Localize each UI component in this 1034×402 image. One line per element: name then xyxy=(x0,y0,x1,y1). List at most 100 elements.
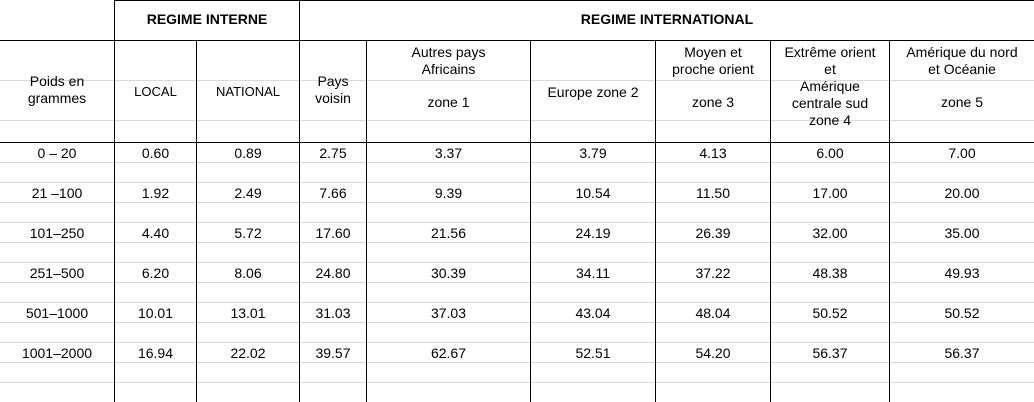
cell-zone-5: 7.00 xyxy=(948,145,976,161)
header-national: NATIONAL xyxy=(215,84,281,99)
table-top-border xyxy=(114,0,1034,1)
cell-zone-2: 24.19 xyxy=(575,225,611,241)
header-pays-voisin-line: Pays xyxy=(317,73,349,89)
column-border xyxy=(655,40,656,402)
subheader-gridline xyxy=(0,120,1034,121)
cell-zone-4: 17.00 xyxy=(812,185,848,201)
cell-local: 6.20 xyxy=(141,265,170,281)
cell-zone-1: 30.39 xyxy=(430,265,467,281)
cell-zone-5: 56.37 xyxy=(944,345,980,361)
cell-national: 22.02 xyxy=(230,345,266,361)
header-extreme-line: et xyxy=(824,61,836,77)
cell-local: 1.92 xyxy=(141,185,170,201)
cell-zone-3: 11.50 xyxy=(696,185,730,201)
header-zone-3: zone 3 xyxy=(691,94,735,110)
row-gridline xyxy=(0,182,1034,183)
row-gridline xyxy=(0,382,1034,383)
row-gridline xyxy=(0,262,1034,263)
cell-national: 13.01 xyxy=(230,305,266,321)
row-gridline xyxy=(0,202,1034,203)
cell-zone-4: 32.00 xyxy=(812,225,848,241)
cell-zone-5: 49.93 xyxy=(944,265,980,281)
cell-pays-voisin: 2.75 xyxy=(319,145,347,161)
column-border xyxy=(889,40,890,402)
header-moyen-orient: Moyen et proche orient xyxy=(656,44,770,78)
group-header-interne: REGIME INTERNE xyxy=(146,11,268,27)
cell-zone-4: 50.52 xyxy=(812,305,848,321)
column-border xyxy=(530,40,531,402)
cell-pays-voisin: 31.03 xyxy=(315,305,351,321)
header-group-divider xyxy=(0,40,1034,41)
cell-zone-5: 35.00 xyxy=(944,225,980,241)
cell-zone-5: 20.00 xyxy=(944,185,980,201)
cell-zone-1: 9.39 xyxy=(434,185,463,201)
header-zone-5: zone 5 xyxy=(940,94,984,110)
row-gridline xyxy=(0,322,1034,323)
cell-zone-3: 4.13 xyxy=(699,145,727,161)
cell-national: 0.89 xyxy=(234,145,262,161)
cell-zone-3: 26.39 xyxy=(695,225,731,241)
header-extreme-line: Amérique xyxy=(800,78,860,94)
cell-zone-2: 43.04 xyxy=(575,305,611,321)
subheader-gridline xyxy=(0,80,1034,81)
header-poids-line: grammes xyxy=(27,90,87,106)
cell-zone-3: 48.04 xyxy=(695,305,731,321)
cell-pays-voisin: 39.57 xyxy=(315,345,351,361)
cell-zone-2: 52.51 xyxy=(575,345,611,361)
cell-zone-4: 48.38 xyxy=(812,265,848,281)
cell-national: 5.72 xyxy=(234,225,262,241)
header-autres-line: Autres pays xyxy=(411,44,486,60)
cell-poids: 0 – 20 xyxy=(37,145,77,161)
cell-zone-2: 10.54 xyxy=(575,185,611,201)
cell-zone-4: 56.37 xyxy=(812,345,848,361)
cell-local: 16.94 xyxy=(137,345,174,361)
row-gridline xyxy=(0,242,1034,243)
cell-national: 8.06 xyxy=(234,265,262,281)
cell-zone-5: 50.52 xyxy=(944,305,980,321)
cell-zone-1: 37.03 xyxy=(430,305,467,321)
cell-zone-3: 54.20 xyxy=(695,345,731,361)
column-border xyxy=(366,40,367,402)
header-autres-pays: Autres pays Africains xyxy=(367,44,530,78)
cell-zone-1: 21.56 xyxy=(430,225,467,241)
header-amerique-line: Amérique du nord xyxy=(906,44,1018,60)
cell-poids: 251–500 xyxy=(29,265,85,281)
header-poids-line: Poids en xyxy=(29,73,85,89)
cell-poids: 101–250 xyxy=(29,225,85,241)
cell-zone-1: 62.67 xyxy=(430,345,467,361)
header-extreme-line: centrale sud xyxy=(791,95,869,111)
header-local: LOCAL xyxy=(134,84,177,99)
row-gridline xyxy=(0,362,1034,363)
cell-local: 10.01 xyxy=(137,305,174,321)
header-moyen-line: proche orient xyxy=(672,61,754,77)
column-border xyxy=(114,0,115,402)
header-autres-line: Africains xyxy=(421,61,476,77)
header-poids: Poids en grammes xyxy=(0,73,114,107)
header-europe-zone-2: Europe zone 2 xyxy=(547,84,639,100)
column-border xyxy=(299,0,300,402)
cell-national: 2.49 xyxy=(234,185,262,201)
cell-poids: 21 –100 xyxy=(31,185,83,201)
cell-pays-voisin: 24.80 xyxy=(315,265,351,281)
header-extreme-orient: Extrême orient et Amérique centrale sud … xyxy=(771,44,889,129)
cell-zone-1: 3.37 xyxy=(434,145,463,161)
cell-local: 4.40 xyxy=(141,225,170,241)
header-pays-voisin-line: voisin xyxy=(315,90,351,106)
header-amerique-line: et Océanie xyxy=(928,61,996,77)
header-zone-1: zone 1 xyxy=(427,94,470,110)
column-border xyxy=(770,40,771,402)
row-gridline xyxy=(0,162,1034,163)
column-border xyxy=(196,40,197,402)
row-gridline xyxy=(0,302,1034,303)
cell-zone-2: 3.79 xyxy=(579,145,607,161)
row-gridline xyxy=(0,282,1034,283)
header-moyen-line: Moyen et xyxy=(684,44,742,60)
row-gridline xyxy=(0,222,1034,223)
row-gridline xyxy=(0,342,1034,343)
cell-poids: 501–1000 xyxy=(25,305,89,321)
cell-poids: 1001–2000 xyxy=(21,345,93,361)
cell-zone-4: 6.00 xyxy=(816,145,844,161)
header-pays-voisin: Pays voisin xyxy=(300,73,366,107)
cell-pays-voisin: 7.66 xyxy=(319,185,347,201)
